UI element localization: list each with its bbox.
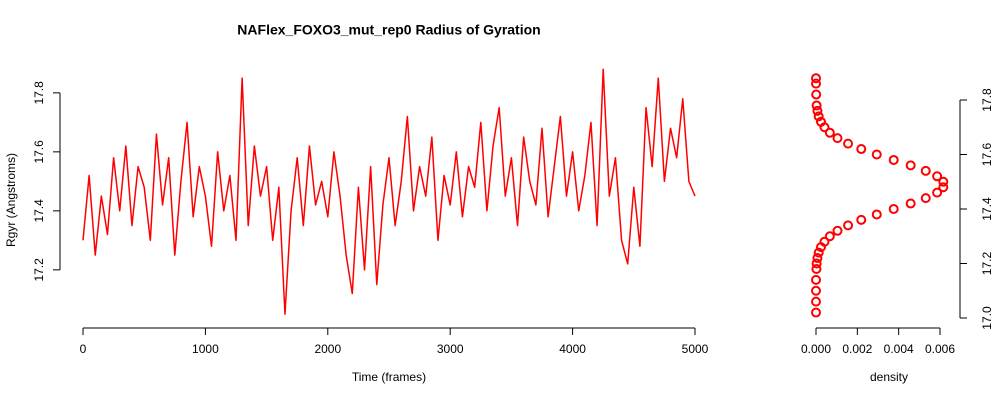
density-point	[811, 263, 822, 274]
density-point	[920, 165, 931, 176]
density-point	[888, 204, 899, 214]
x-tick-label: 5000	[682, 342, 709, 356]
density-point	[843, 220, 854, 231]
density-point	[905, 198, 916, 209]
density-point	[938, 176, 949, 187]
density-point	[811, 307, 821, 318]
y-tick-label: 17.2	[980, 251, 994, 275]
density-point	[811, 73, 821, 84]
density-point	[811, 285, 821, 296]
density-point	[811, 296, 821, 307]
density-point	[824, 231, 835, 242]
density-point	[815, 116, 826, 127]
y-axis-label: Rgyr (Angstroms)	[4, 153, 18, 247]
x-tick-label: 0.002	[842, 342, 872, 356]
x-axis-label: density	[870, 370, 908, 384]
y-tick-label: 17.2	[32, 258, 46, 282]
density-point	[813, 111, 824, 122]
density-point	[856, 214, 867, 225]
x-tick-label: 0	[80, 342, 87, 356]
x-tick-label: 0.004	[884, 342, 914, 356]
data-line	[82, 68, 696, 315]
density-point	[819, 236, 830, 247]
density-point	[871, 149, 882, 160]
y-tick-label: 17.8	[32, 81, 46, 105]
y-tick-label: 17.8	[980, 88, 994, 112]
y-tick-label: 17.4	[980, 197, 994, 221]
density-point	[920, 193, 931, 204]
density-point	[811, 89, 822, 100]
density-point	[871, 209, 882, 220]
y-tick-label: 17.0	[980, 306, 994, 330]
x-tick-label: 2000	[314, 342, 341, 356]
x-tick-label: 4000	[559, 342, 586, 356]
x-axis-label: Time (frames)	[352, 370, 426, 384]
density-point	[888, 154, 899, 165]
density-point	[811, 274, 821, 285]
density-point	[824, 127, 835, 138]
chart-title: NAFlex_FOXO3_mut_rep0 Radius of Gyration	[237, 22, 540, 38]
density-point	[932, 171, 943, 182]
density-point	[932, 187, 943, 198]
density-point	[811, 78, 821, 89]
density-point	[811, 100, 822, 111]
density-point	[905, 160, 916, 171]
y-tick-label: 17.6	[980, 142, 994, 166]
density-point	[813, 247, 824, 258]
x-tick-label: 3000	[437, 342, 464, 356]
density-point	[938, 182, 949, 193]
y-tick-label: 17.4	[32, 199, 46, 223]
density-point	[843, 138, 854, 149]
x-tick-label: 1000	[192, 342, 219, 356]
density-point	[812, 105, 823, 116]
x-tick-label: 0.006	[925, 342, 955, 356]
density-point	[812, 253, 823, 264]
density-point	[832, 225, 843, 236]
y-tick-label: 17.6	[32, 140, 46, 164]
x-tick-label: 0.000	[801, 342, 831, 356]
density-point	[856, 144, 867, 155]
density-point	[832, 133, 843, 144]
density-point	[811, 258, 822, 269]
